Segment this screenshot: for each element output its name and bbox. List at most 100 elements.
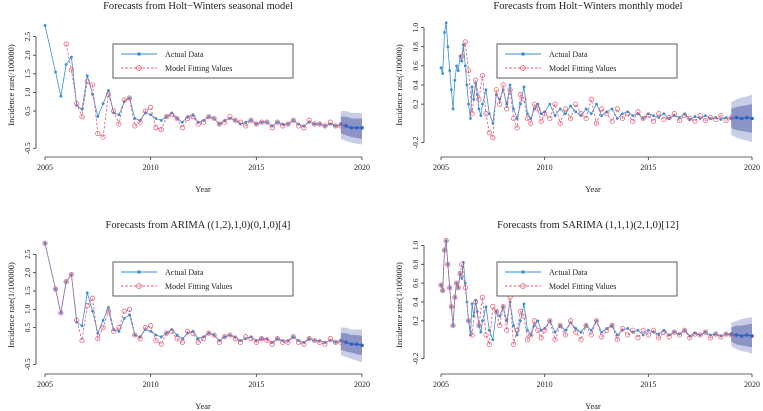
fitted-point	[614, 106, 620, 112]
fitted-point	[259, 336, 265, 342]
fitted-point	[552, 337, 558, 343]
fitted-point	[728, 114, 734, 121]
fitted-point	[671, 111, 677, 117]
actual-point	[154, 117, 158, 120]
actual-point	[662, 112, 666, 116]
fitted-point	[322, 123, 328, 129]
fitted-point	[206, 330, 212, 336]
legend-box	[112, 261, 294, 297]
fitted-point	[132, 123, 138, 129]
actual-point	[107, 89, 110, 92]
fitted-point	[74, 317, 80, 323]
actual-point	[498, 314, 502, 318]
actual-point	[508, 83, 512, 87]
actual-point	[456, 69, 460, 73]
actual-point	[154, 333, 158, 337]
fitted-point	[568, 318, 574, 324]
y-axis-label: Incidence rate(1/100000)	[394, 262, 404, 348]
actual-point	[558, 107, 562, 111]
fitted-point	[504, 327, 510, 333]
actual-point	[107, 306, 110, 309]
fitted-point	[542, 327, 548, 333]
actual-point	[138, 335, 142, 339]
actual-point	[558, 324, 562, 327]
fitted-point	[593, 318, 600, 324]
fitted-point	[466, 68, 472, 74]
x-tick-label: 2005	[433, 163, 449, 172]
legend-box	[496, 43, 678, 79]
fitted-point	[486, 341, 492, 347]
fitted-point	[105, 308, 111, 314]
fitted-point	[625, 111, 631, 117]
x-axis-label: Year	[585, 401, 601, 411]
fitted-point	[630, 327, 636, 333]
fitted-point	[723, 331, 729, 337]
fitted-point	[274, 336, 281, 342]
forecast-point	[349, 126, 354, 130]
actual-point	[91, 309, 94, 313]
actual-point	[481, 319, 484, 323]
forecast-point	[745, 115, 749, 120]
fitted-point	[640, 115, 646, 122]
fitted-point	[728, 332, 734, 338]
actual-point	[519, 319, 522, 323]
y-axis-label: Incidence rate(/100000)	[394, 44, 404, 126]
fitted-point	[179, 125, 185, 131]
actual-point	[539, 112, 543, 116]
fitted-point	[504, 106, 510, 112]
actual-point	[553, 330, 557, 334]
fitted-point	[259, 119, 265, 125]
y-tick-label: 2.5	[23, 32, 32, 42]
fitted-point	[274, 119, 281, 125]
fitted-point	[517, 308, 523, 314]
actual-point	[646, 328, 650, 332]
legend-actual-marker	[521, 52, 525, 56]
y-tick-label: 1.0	[23, 88, 32, 98]
x-tick-label: 2015	[640, 163, 656, 172]
fitted-point	[443, 238, 449, 244]
actual-point	[180, 337, 184, 341]
fitted-point	[327, 119, 333, 125]
fitted-point	[243, 334, 249, 340]
forecast-point	[354, 126, 359, 130]
x-tick-label: 2020	[744, 163, 760, 172]
fitted-point	[169, 112, 175, 118]
forecast-point	[354, 342, 359, 346]
actual-point	[465, 83, 469, 87]
fitted-point	[528, 332, 534, 338]
fitted-point	[216, 339, 222, 345]
x-tick-label: 2010	[143, 163, 159, 172]
forecast-point	[360, 343, 364, 348]
fitted-point	[232, 336, 238, 342]
fitted-point	[687, 115, 693, 122]
fitted-point	[126, 95, 133, 101]
fitted-point	[630, 118, 636, 124]
fitted-point	[243, 123, 249, 129]
y-tick-label: 0.2	[411, 316, 420, 326]
y-tick-label: 1.0	[23, 304, 32, 314]
fitted-point	[486, 130, 492, 136]
fitted-point	[707, 114, 714, 121]
actual-point	[522, 302, 526, 306]
actual-point	[579, 330, 583, 334]
actual-point	[467, 102, 470, 106]
actual-point	[117, 329, 121, 333]
y-tick-label: 0.4	[411, 297, 420, 307]
fitted-point	[211, 115, 217, 122]
y-tick-label: 0.5	[23, 323, 32, 333]
y-tick-label: 2.5	[23, 249, 32, 259]
actual-point	[703, 114, 707, 118]
forecast-point	[344, 124, 348, 128]
fitted-point	[100, 325, 106, 331]
fitted-point	[542, 111, 548, 117]
actual-point	[441, 72, 445, 75]
fitted-point	[306, 117, 312, 123]
fitted-point	[588, 96, 594, 102]
actual-point	[688, 118, 692, 121]
fitted-point	[105, 91, 111, 97]
actual-point	[149, 113, 153, 117]
fitted-point	[718, 113, 724, 119]
forecast-point	[360, 126, 364, 130]
fitted-point	[562, 106, 568, 112]
actual-point	[244, 120, 248, 124]
